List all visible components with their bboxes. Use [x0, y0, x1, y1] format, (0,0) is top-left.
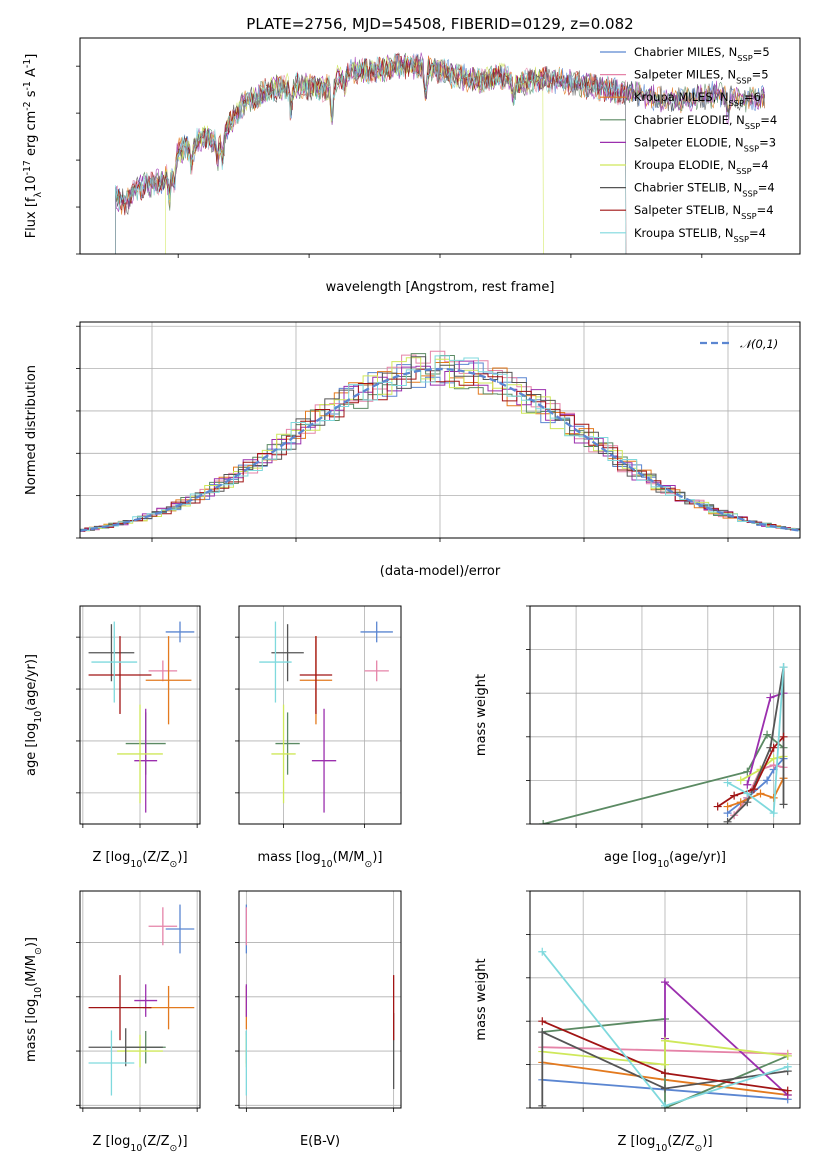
panel-0-xlabel: wavelength [Angstrom, rest frame] — [326, 280, 555, 295]
panel-0: wavelength [Angstrom, rest frame] Flux [f… — [22, 37, 801, 295]
panel-2-ylabel: age [log10(age/yr)] — [24, 654, 44, 776]
weight-marker-chabrier_stelib — [779, 800, 788, 809]
panel-5-ylabel: mass [log10(M/M⊙)] — [24, 937, 44, 1062]
legend-label-kroupa_elodie: Kroupa ELODIE, NSSP=4 — [634, 158, 769, 176]
weight-marker-kroupa_elodie — [783, 1051, 792, 1060]
panel-1-xlabel: (data-model)/error — [380, 564, 501, 579]
panel-7-xlabel: Z [log10(Z/Z⊙)] — [617, 1134, 712, 1154]
legend-label-salpeter_elodie: Salpeter ELODIE, NSSP=3 — [634, 135, 776, 153]
figure-title: PLATE=2756, MJD=54508, FIBERID=0129, z=0… — [246, 15, 633, 33]
panel-0-plot-area — [115, 52, 765, 254]
hist-salpeter_stelib — [80, 368, 800, 532]
panel-5-plot-area — [88, 904, 195, 1096]
weight-marker-chabrier_elodie — [763, 730, 772, 739]
weight-marker-salpeter_stelib — [769, 743, 778, 752]
panel-1: (data-model)/error Normed distribution 𝒩(0… — [24, 321, 801, 579]
legend-label-kroupa_stelib: Kroupa STELIB, NSSP=4 — [634, 226, 766, 244]
weight-marker-kroupa_elodie — [661, 1060, 669, 1069]
panel-3-xlabel: mass [log10(M/M⊙)] — [258, 850, 383, 870]
panel-1-plot-area — [80, 350, 800, 533]
legend-label-chabrier_stelib: Chabrier STELIB, NSSP=4 — [634, 181, 775, 199]
panel-6-plot-area — [245, 904, 395, 1096]
hist-kroupa_stelib — [80, 355, 800, 532]
weight-marker-chabrier_stelib — [723, 817, 732, 824]
panel-6-frame — [238, 890, 402, 1109]
gaussian-curve — [80, 367, 800, 532]
panel-3: mass [log10(M/M⊙)] — [235, 605, 402, 870]
weight-marker-salpeter_stelib — [783, 1086, 792, 1095]
weight-marker-chabrier_stelib — [538, 1028, 547, 1037]
weight-marker-chabrier_stelib — [661, 1084, 669, 1093]
weight-marker-kroupa_miles — [756, 789, 765, 798]
panel-6-xlabel: E(B-V) — [300, 1134, 340, 1149]
weight-marker-kroupa_miles — [723, 802, 732, 811]
weight-marker-kroupa_stelib — [743, 789, 752, 798]
weight-marker-salpeter_elodie — [661, 978, 669, 987]
panel-7-plot-area — [538, 947, 792, 1108]
weight-marker-salpeter_stelib — [779, 732, 788, 741]
weight-marker-chabrier_stelib — [743, 798, 752, 807]
panel-0-ylabel: Flux [fλ10-17 erg cm-2 s-1 A-1] — [22, 54, 44, 239]
panel-4-ylabel: mass weight — [474, 674, 489, 756]
panel-1-ylabel: Normed distribution — [24, 365, 39, 495]
panel-2: Z [log10(Z/Z⊙)] age [log10(age/yr)] — [24, 605, 201, 870]
weight-line-chabrier_stelib — [541, 1030, 788, 1106]
weight-marker-salpeter_stelib — [713, 802, 722, 811]
panels: wavelength [Angstrom, rest frame] Flux [f… — [22, 37, 801, 1154]
panel-7-ylabel: mass weight — [474, 958, 489, 1040]
panel-2-xlabel: Z [log10(Z/Z⊙)] — [92, 850, 187, 870]
legend-label-salpeter_stelib: Salpeter STELIB, NSSP=4 — [634, 203, 774, 221]
weight-marker-salpeter_stelib — [538, 1017, 547, 1026]
panel-4: age [log10(age/yr)] mass weight — [474, 605, 801, 870]
weight-line-kroupa_elodie — [740, 755, 784, 782]
panel-2-plot-area — [88, 621, 195, 813]
weight-marker-kroupa_stelib — [538, 947, 547, 956]
panel-3-plot-area — [259, 621, 393, 813]
legend-label-kroupa_miles: Kroupa MILES, NSSP=6 — [634, 90, 761, 108]
weight-marker-salpeter_stelib — [749, 785, 758, 794]
panel-4-frame — [529, 605, 801, 825]
panel-3-frame — [238, 605, 402, 825]
panel-6: E(B-V) — [235, 890, 402, 1149]
weight-marker-kroupa_stelib — [661, 1101, 669, 1108]
panel-4-xlabel: age [log10(age/yr)] — [604, 850, 726, 870]
weight-marker-kroupa_elodie — [769, 754, 778, 763]
weight-marker-kroupa_elodie — [736, 776, 745, 785]
legend-label-chabrier_miles: Chabrier MILES, NSSP=5 — [634, 45, 770, 63]
weight-marker-kroupa_stelib — [769, 809, 778, 818]
weight-marker-salpeter_elodie — [743, 780, 752, 789]
spectrum-line-kroupa_stelib — [115, 53, 627, 254]
panel-5-xlabel: Z [log10(Z/Z⊙)] — [92, 1134, 187, 1154]
legend-label-gaussian: 𝒩(0,1) — [740, 337, 778, 351]
legend-label-salpeter_miles: Salpeter MILES, NSSP=5 — [634, 68, 769, 86]
legend-label-chabrier_elodie: Chabrier ELODIE, NSSP=4 — [634, 113, 777, 131]
weight-marker-kroupa_stelib — [723, 778, 732, 787]
weight-marker-chabrier_stelib — [538, 1101, 547, 1108]
spectrum-line-salpeter_stelib — [115, 52, 627, 254]
weight-line-kroupa_elodie — [542, 1039, 788, 1066]
weight-marker-chabrier_miles — [763, 776, 772, 785]
weight-marker-chabrier_elodie — [539, 820, 548, 824]
panel-4-plot-area — [539, 663, 788, 824]
panel-7: Z [log10(Z/Z⊙)] mass weight — [474, 890, 801, 1154]
panel-5: Z [log10(Z/Z⊙)] mass [log10(M/M⊙)] — [24, 890, 201, 1154]
weight-marker-salpeter_stelib — [661, 1069, 669, 1078]
weight-line-chabrier_elodie — [542, 733, 785, 824]
weight-marker-kroupa_stelib — [779, 663, 788, 672]
weight-line-kroupa_stelib — [727, 666, 785, 815]
weight-marker-kroupa_elodie — [661, 1036, 669, 1045]
weight-marker-kroupa_stelib — [783, 1062, 792, 1071]
weight-marker-salpeter_stelib — [730, 791, 739, 800]
weight-marker-salpeter_elodie — [766, 693, 775, 702]
